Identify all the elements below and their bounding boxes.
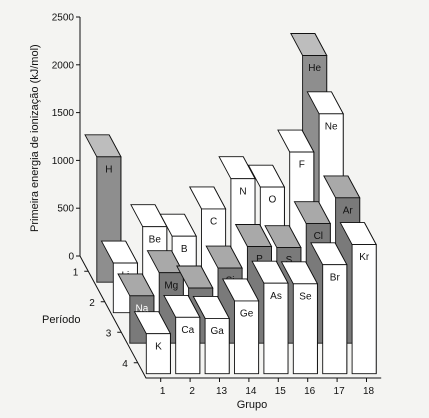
group-tick-label: 1 bbox=[160, 386, 166, 397]
element-label: Ca bbox=[181, 325, 194, 336]
group-tick-label: 16 bbox=[304, 386, 316, 397]
element-label: Mg bbox=[164, 280, 178, 291]
group-tick-label: 18 bbox=[363, 386, 375, 397]
element-label: Ar bbox=[343, 205, 354, 216]
element-label: F bbox=[299, 160, 305, 171]
bar-front bbox=[234, 300, 260, 375]
element-label: H bbox=[105, 164, 112, 175]
y-tick-label: 1000 bbox=[52, 156, 75, 167]
bar-ge: Ge bbox=[221, 278, 260, 375]
x-axis-title: Grupo bbox=[237, 399, 268, 411]
bar-ca: Ca bbox=[163, 294, 201, 375]
element-label: N bbox=[239, 186, 246, 197]
group-tick-label: 15 bbox=[275, 386, 287, 397]
bar-k: K bbox=[133, 311, 172, 375]
element-label: Na bbox=[136, 303, 149, 314]
bar-front bbox=[322, 264, 348, 375]
group-tick-label: 14 bbox=[245, 386, 257, 397]
bar-se: Se bbox=[280, 261, 319, 375]
bar-front bbox=[204, 317, 230, 375]
y-tick-label: 500 bbox=[57, 204, 74, 215]
element-label: Br bbox=[330, 272, 341, 283]
y-tick-label: 2000 bbox=[52, 60, 75, 71]
element-label: As bbox=[270, 291, 282, 302]
y-tick-label: 0 bbox=[68, 252, 74, 263]
bar-front bbox=[351, 244, 377, 375]
element-label: Cl bbox=[314, 231, 323, 242]
element-label: P bbox=[256, 254, 263, 265]
bar-top bbox=[84, 134, 122, 158]
element-label: C bbox=[210, 217, 217, 228]
y-axis-title: Primeira energia de ionização (kJ/mol) bbox=[29, 44, 41, 232]
element-label: B bbox=[181, 244, 188, 255]
element-label: K bbox=[155, 341, 162, 352]
element-label: He bbox=[308, 63, 321, 74]
floor-edge bbox=[79, 255, 382, 379]
element-label: O bbox=[269, 195, 277, 206]
bar-top bbox=[188, 186, 227, 210]
period-tick-label: 3 bbox=[106, 328, 112, 339]
bar-front bbox=[263, 282, 289, 375]
group-tick-label: 13 bbox=[216, 386, 228, 397]
element-label: Be bbox=[149, 234, 162, 245]
element-label: Se bbox=[299, 291, 312, 302]
element-label: Ne bbox=[325, 121, 338, 132]
bar-front bbox=[292, 283, 318, 375]
bar-ga: Ga bbox=[192, 295, 230, 375]
period-tick-label: 4 bbox=[122, 359, 128, 370]
bar-as: As bbox=[251, 260, 289, 375]
period-tick-label: 2 bbox=[89, 298, 95, 309]
z-axis-title: Período bbox=[42, 314, 81, 326]
element-label: Kr bbox=[359, 252, 370, 263]
bar-front bbox=[145, 333, 171, 375]
bar-br: Br bbox=[310, 242, 348, 375]
element-label: Ga bbox=[211, 326, 225, 337]
period-tick-label: 1 bbox=[73, 267, 79, 278]
bar-front bbox=[175, 316, 201, 375]
group-tick-label: 2 bbox=[189, 386, 195, 397]
chart-bars: HHeLiBeBCNOFNeNaMgAlSiPSClArKCaGaGeAsSeB… bbox=[84, 33, 377, 375]
bar-top bbox=[290, 33, 328, 56]
group-tick-label: 17 bbox=[334, 386, 346, 397]
element-label: Ge bbox=[240, 309, 254, 320]
element-label: S bbox=[286, 255, 293, 266]
y-tick-label: 2500 bbox=[52, 13, 75, 24]
y-tick-label: 1500 bbox=[52, 108, 75, 119]
chart-labels: Primeira energia de ionização (kJ/mol) G… bbox=[29, 44, 267, 411]
bar-kr: Kr bbox=[339, 222, 377, 375]
